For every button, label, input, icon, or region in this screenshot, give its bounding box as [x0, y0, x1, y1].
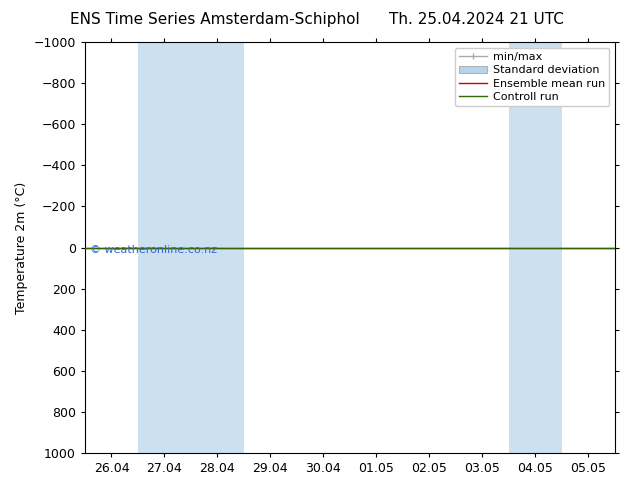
Legend: min/max, Standard deviation, Ensemble mean run, Controll run: min/max, Standard deviation, Ensemble me…	[455, 48, 609, 106]
Y-axis label: Temperature 2m (°C): Temperature 2m (°C)	[15, 181, 28, 314]
Bar	[138, 42, 244, 453]
Text: ENS Time Series Amsterdam-Schiphol      Th. 25.04.2024 21 UTC: ENS Time Series Amsterdam-Schiphol Th. 2…	[70, 12, 564, 27]
Text: © weatheronline.co.nz: © weatheronline.co.nz	[90, 245, 217, 255]
Bar	[509, 42, 562, 453]
